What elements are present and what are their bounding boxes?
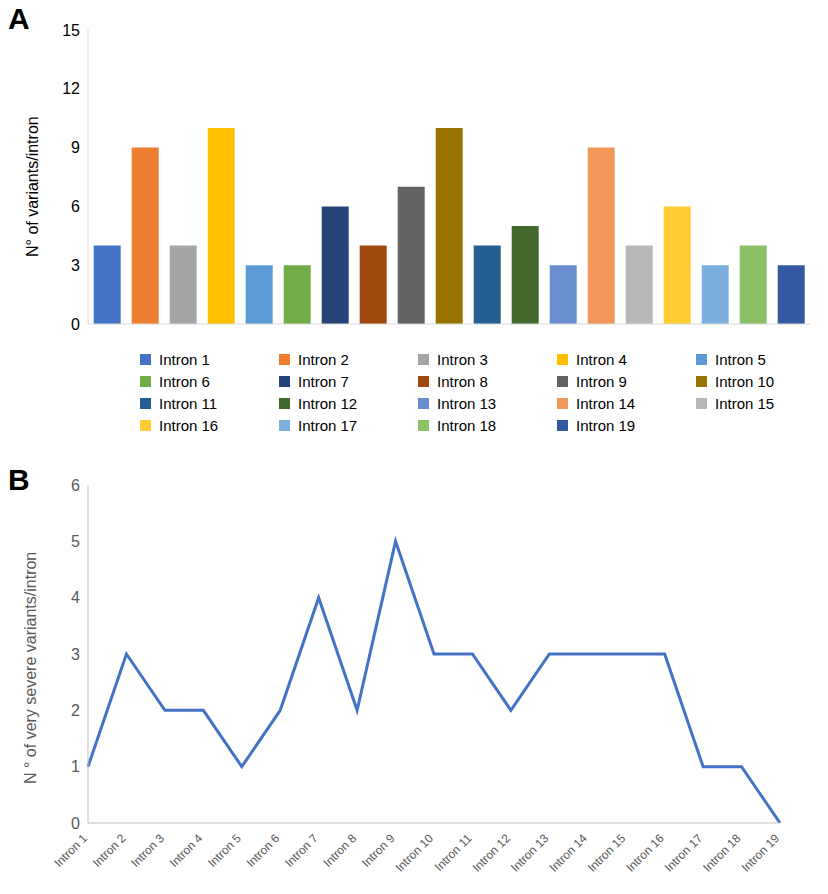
svg-text:Intron 19: Intron 19	[739, 831, 783, 875]
svg-text:N ° of very severe variants/in: N ° of very severe variants/intron	[22, 552, 39, 784]
html-text:Intron 5: Intron 5	[715, 350, 766, 368]
svg-text:5: 5	[71, 533, 80, 550]
html-text:Intron 3: Intron 3	[437, 350, 488, 368]
svg-text:Intron 15: Intron 15	[585, 831, 629, 875]
html-text:Intron 15: Intron 15	[715, 394, 775, 412]
svg-text:3: 3	[71, 257, 80, 274]
html-text:Intron 1: Intron 1	[159, 350, 210, 368]
html-text:Intron 17: Intron 17	[298, 416, 358, 434]
svg-text:Intron 14: Intron 14	[547, 831, 591, 875]
html-text:Intron 8: Intron 8	[437, 372, 488, 390]
svg-text:0: 0	[71, 316, 80, 333]
svg-text:Intron 10: Intron 10	[393, 831, 437, 875]
svg-text:Intron 1: Intron 1	[51, 831, 90, 870]
svg-text:9: 9	[71, 139, 80, 156]
html-text:Intron 13: Intron 13	[437, 394, 497, 412]
html-text:A: A	[8, 2, 30, 35]
svg-text:15: 15	[62, 22, 80, 39]
html-text:Intron 9: Intron 9	[576, 372, 627, 390]
svg-text:0: 0	[71, 815, 80, 832]
html-text:Intron 10: Intron 10	[715, 372, 775, 390]
html-text:Intron 11: Intron 11	[159, 394, 218, 412]
html-text:Intron 6: Intron 6	[159, 372, 210, 390]
svg-text:12: 12	[62, 80, 80, 97]
svg-text:Intron 11: Intron 11	[432, 831, 475, 874]
svg-text:6: 6	[71, 477, 80, 494]
svg-text:Intron 5: Intron 5	[205, 831, 244, 870]
svg-text:Intron 9: Intron 9	[359, 831, 398, 870]
svg-text:6: 6	[71, 198, 80, 215]
html-text:Intron 14: Intron 14	[576, 394, 636, 412]
html-text:Intron 19: Intron 19	[576, 416, 636, 434]
svg-text:Intron 6: Intron 6	[244, 831, 283, 870]
svg-text:Intron 7: Intron 7	[282, 831, 321, 870]
svg-text:N° of variants/intron: N° of variants/intron	[24, 116, 41, 257]
html-text:B: B	[8, 463, 30, 496]
svg-text:Intron 2: Intron 2	[90, 831, 129, 870]
html-text:Intron 16: Intron 16	[159, 416, 219, 434]
svg-text:2: 2	[71, 702, 80, 719]
html-text:Intron 18: Intron 18	[437, 416, 497, 434]
svg-text:Intron 18: Intron 18	[700, 831, 744, 875]
svg-text:1: 1	[71, 758, 80, 775]
svg-text:Intron 4: Intron 4	[167, 831, 206, 870]
html-text:Intron 4: Intron 4	[576, 350, 627, 368]
svg-text:3: 3	[71, 646, 80, 663]
html-text:Intron 12: Intron 12	[298, 394, 358, 412]
svg-text:Intron 3: Intron 3	[128, 831, 167, 870]
svg-text:Intron 12: Intron 12	[470, 831, 514, 875]
html-text:Intron 7: Intron 7	[298, 372, 349, 390]
svg-text:Intron 16: Intron 16	[623, 831, 667, 875]
svg-text:Intron 13: Intron 13	[508, 831, 552, 875]
html-text:Intron 2: Intron 2	[298, 350, 349, 368]
svg-text:4: 4	[71, 589, 80, 606]
svg-text:Intron 17: Intron 17	[662, 831, 706, 875]
svg-text:Intron 8: Intron 8	[321, 831, 360, 870]
